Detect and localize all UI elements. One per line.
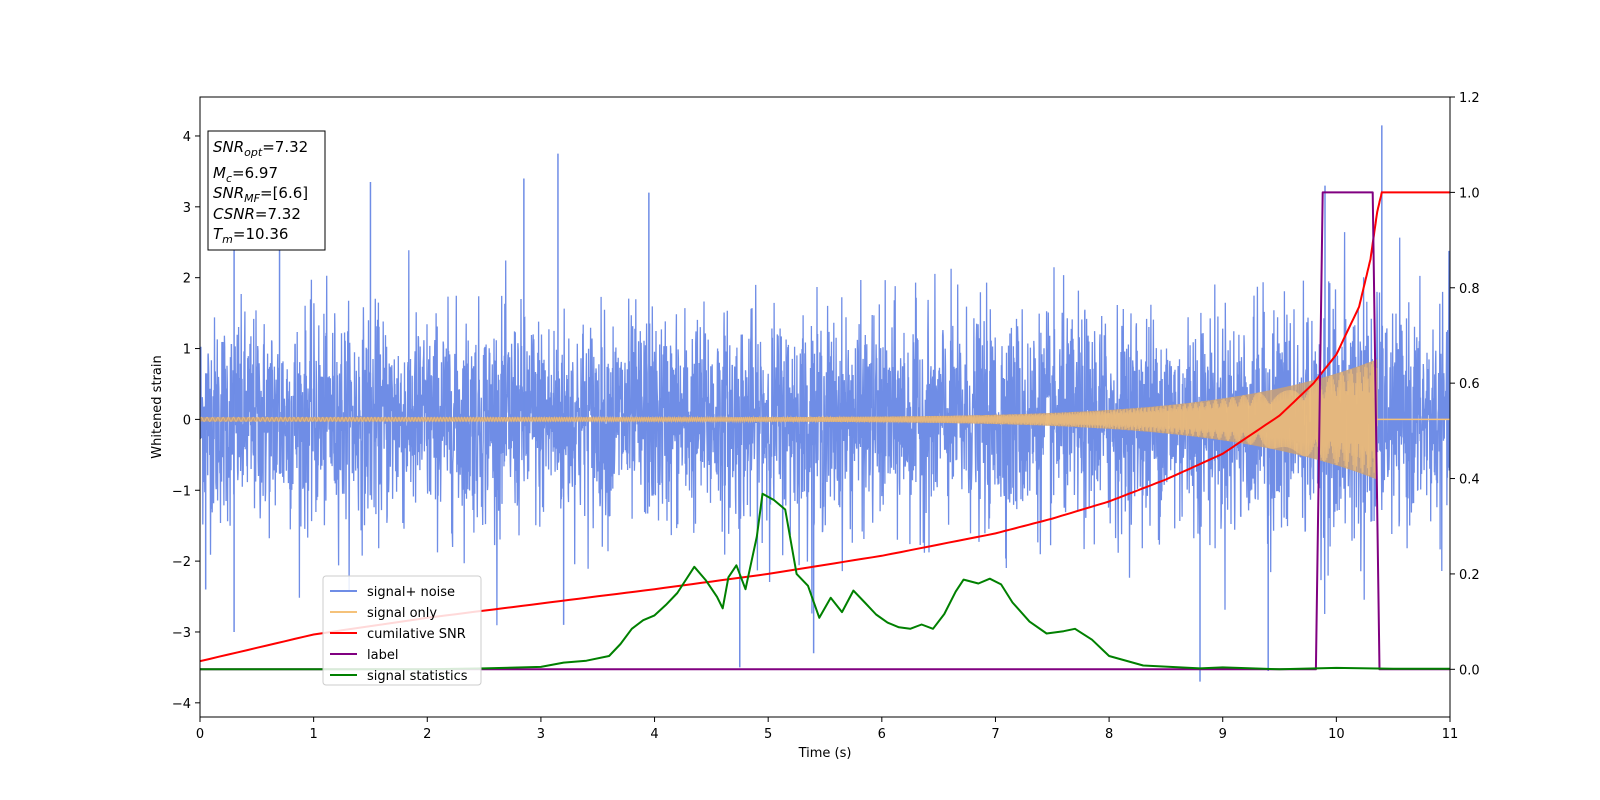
annotation-mc: Mc=6.97 (213, 164, 278, 185)
y-left-tick-label-3: −1 (172, 484, 191, 499)
x-tick-label-11: 11 (1442, 727, 1459, 742)
y-right-tick-label-2: 0.4 (1459, 473, 1480, 488)
legend-label-0: signal+ noise (367, 585, 455, 600)
x-tick-label-2: 2 (423, 727, 431, 742)
stats-annotation: SNRopt=7.32 Mc=6.97 SNRMF=[6.6] CSNR=7.3… (207, 130, 326, 251)
x-tick-label-7: 7 (991, 727, 999, 742)
y-left-tick-label-0: −4 (172, 697, 191, 712)
series-signal-only (200, 361, 1378, 479)
annotation-snr-mf: SNRMF=[6.6] (213, 184, 308, 205)
x-tick-label-6: 6 (878, 727, 886, 742)
legend-label-3: label (367, 648, 398, 663)
series-signal-statistics (200, 492, 1450, 671)
x-tick-label-9: 9 (1219, 727, 1227, 742)
x-tick-label-0: 0 (196, 727, 204, 742)
y-left-tick-label-6: 2 (183, 272, 191, 287)
annotation-snr-opt: SNRopt=7.32 (213, 138, 308, 159)
series-layer (200, 125, 1450, 682)
annotation-box (207, 130, 326, 251)
x-axis: 0 1 2 3 4 5 6 7 8 9 10 11 (196, 717, 1458, 742)
x-tick-label-4: 4 (650, 727, 658, 742)
legend-box (322, 575, 482, 686)
y-right-tick-label-0: 0.0 (1459, 663, 1480, 678)
y-left-tick-label-7: 3 (183, 201, 191, 216)
y-right-tick-label-5: 1.0 (1459, 186, 1480, 201)
x-tick-label-3: 3 (537, 727, 545, 742)
plot-area (200, 125, 1450, 682)
plot-frame (199, 96, 1451, 718)
y-axis-title: Whitened strain (150, 355, 165, 458)
annotation-tm: Tm=10.36 (213, 225, 288, 246)
y-right-tick-label-1: 0.2 (1459, 568, 1480, 583)
y-axis-right: 0.0 0.2 0.4 0.6 0.8 1.0 1.2 (1450, 91, 1480, 678)
x-tick-label-8: 8 (1105, 727, 1113, 742)
annotation-csnr: CSNR=7.32 (213, 205, 301, 223)
y-left-tick-label-2: −2 (172, 555, 191, 570)
legend-label-1: signal only (367, 606, 437, 621)
y-axis-left: −4 −3 −2 −1 0 1 2 3 4 (172, 130, 200, 712)
y-left-tick-label-1: −3 (172, 626, 191, 641)
x-tick-label-10: 10 (1328, 727, 1345, 742)
y-right-tick-label-6: 1.2 (1459, 91, 1480, 106)
x-axis-title: Time (s) (798, 746, 852, 761)
legend-label-4: signal statistics (367, 669, 468, 684)
series-cumulative-snr (200, 191, 1450, 663)
y-right-tick-label-4: 0.8 (1459, 282, 1480, 297)
y-left-tick-label-5: 1 (183, 343, 191, 358)
y-left-tick-label-4: 0 (183, 413, 191, 428)
y-left-tick-label-8: 4 (183, 130, 191, 145)
x-tick-label-5: 5 (764, 727, 772, 742)
y-right-tick-label-3: 0.6 (1459, 377, 1480, 392)
legend: signal+ noise signal only cumilative SNR la… (322, 575, 482, 686)
x-tick-label-1: 1 (309, 727, 317, 742)
legend-label-2: cumilative SNR (367, 627, 466, 642)
